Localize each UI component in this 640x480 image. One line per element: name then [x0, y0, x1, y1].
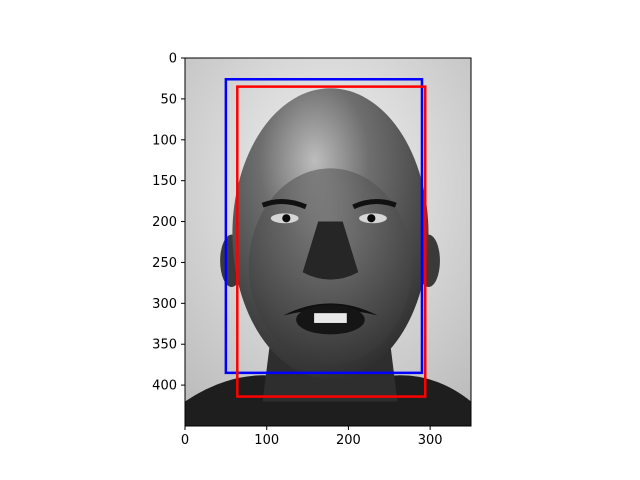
y-tick-label: 300	[152, 297, 177, 312]
x-tick-label: 300	[418, 433, 443, 448]
y-tick-label: 250	[152, 256, 177, 271]
ticks-layer: 0 100 200 300 0 50 100 150 200 250 300 350 400	[152, 52, 442, 449]
right-eyebrow	[352, 199, 397, 210]
teeth	[314, 313, 347, 323]
face-photo	[185, 58, 471, 426]
boxes-layer	[224, 78, 427, 398]
axes-frame	[184, 57, 472, 427]
y-tick-label: 0	[169, 52, 177, 67]
y-tick-label: 150	[152, 174, 177, 189]
left-pupil	[282, 214, 291, 223]
blue-bounding-box	[224, 78, 424, 375]
y-tick-label: 200	[152, 215, 177, 230]
left-eyebrow	[261, 199, 307, 210]
red-bounding-box	[236, 85, 427, 398]
y-tick-label: 400	[152, 379, 177, 394]
x-tick-label: 200	[336, 433, 361, 448]
y-tick-label: 350	[152, 338, 177, 353]
y-tick-label: 100	[152, 133, 177, 148]
right-pupil	[367, 214, 376, 223]
y-tick-label: 50	[160, 92, 177, 107]
x-tick-label: 0	[181, 433, 189, 448]
x-tick-label: 100	[254, 433, 279, 448]
nose	[302, 221, 359, 280]
